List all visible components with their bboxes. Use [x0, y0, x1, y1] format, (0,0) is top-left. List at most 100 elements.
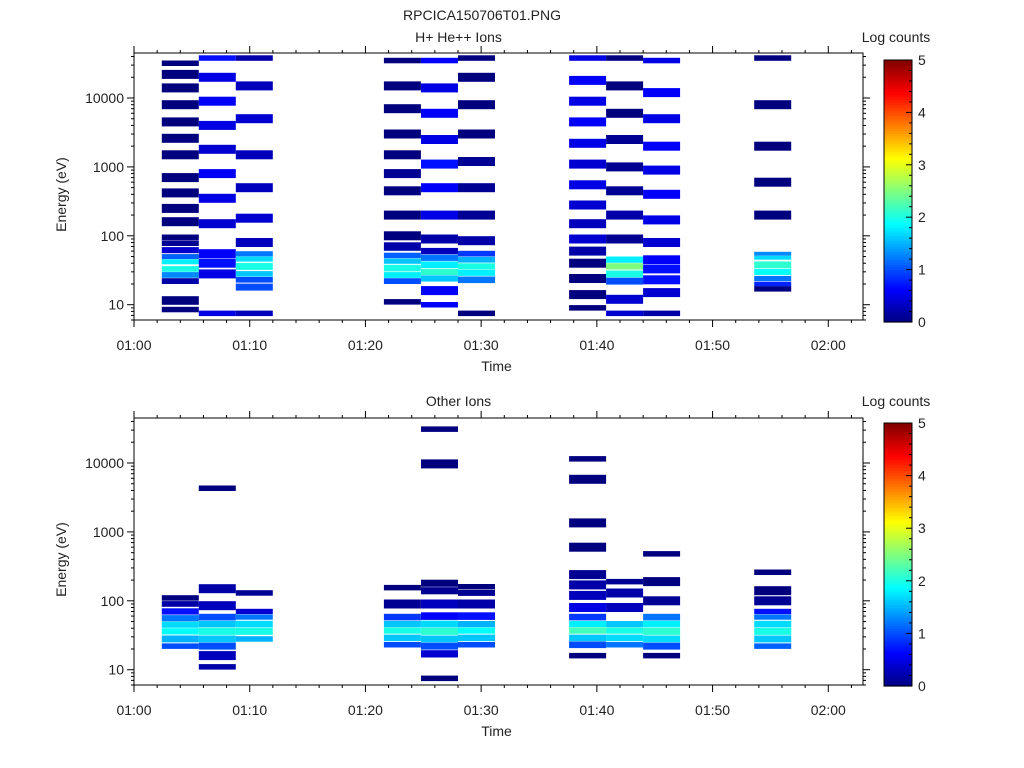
colorbar-segment — [884, 214, 912, 218]
colorbar-segment — [884, 475, 912, 479]
colorbar-segment — [884, 99, 912, 103]
heatmap-cell — [421, 210, 458, 220]
heatmap-cell — [161, 621, 199, 628]
colorbar-segment — [884, 659, 912, 663]
colorbar-segment — [884, 151, 912, 155]
heatmap-cell — [383, 584, 421, 591]
colorbar-segment — [884, 269, 912, 273]
heatmap-cell — [235, 150, 273, 160]
heatmap-cell — [161, 234, 199, 241]
colorbar-segment — [884, 604, 912, 608]
colorbar-segment — [884, 135, 912, 140]
colorbar-segment — [884, 504, 912, 508]
colorbar-segment — [884, 222, 912, 226]
colorbar-segment — [884, 319, 912, 323]
x-tick-label: 01:40 — [579, 337, 614, 353]
heatmap-cell — [421, 286, 458, 296]
colorbar-segment — [884, 467, 912, 471]
colorbar: 0 1 2 3 4 5 Log counts — [862, 29, 931, 330]
colorbar-segment — [884, 494, 912, 498]
heatmap-cell — [643, 635, 681, 643]
colorbar-segment — [884, 515, 912, 519]
colorbar-segment — [884, 211, 912, 216]
heatmap-cell — [421, 275, 458, 282]
heatmap-cell — [161, 133, 199, 143]
heatmap-cell — [421, 302, 458, 308]
colorbar-segment — [884, 599, 912, 603]
colorbar-segment — [884, 601, 912, 606]
heatmap-cell — [643, 596, 681, 606]
heatmap-cell — [161, 69, 199, 79]
heatmap-cell — [569, 290, 607, 300]
heatmap-cell — [754, 100, 792, 110]
colorbar-segment — [884, 201, 912, 205]
colorbar-segment — [884, 167, 912, 171]
heatmap-cell — [161, 272, 199, 278]
heatmap-cell — [606, 108, 644, 118]
heatmap-cell — [198, 664, 236, 670]
heatmap-cell — [606, 162, 644, 172]
colorbar-segment — [884, 73, 912, 77]
colorbar-segment — [884, 549, 912, 553]
y-tick-label: 100 — [101, 593, 125, 609]
colorbar-segment — [884, 454, 912, 458]
colorbar-segment — [884, 198, 912, 203]
colorbar-segment — [884, 316, 912, 320]
colorbar-segment — [884, 451, 912, 456]
colorbar-segment — [884, 517, 912, 521]
heatmap-cell — [569, 641, 607, 649]
x-axis-label: Time — [481, 358, 512, 374]
heatmap-cell — [569, 580, 607, 590]
heatmap-cell — [198, 193, 236, 203]
heatmap-cell — [383, 210, 421, 220]
heatmap-cell — [643, 642, 681, 650]
heatmap-cell — [161, 83, 199, 93]
colorbar-segment — [884, 680, 912, 684]
heatmap-cell — [235, 283, 273, 291]
heatmap-cell — [458, 72, 495, 82]
colorbar-segment — [884, 449, 912, 453]
colorbar-segment — [884, 314, 912, 318]
heatmap-cell — [569, 246, 607, 256]
heatmap-cell — [383, 104, 421, 114]
heatmap-cell — [383, 57, 421, 64]
x-axis: 01:00 01:10 01:20 01:30 01:40 01:50 02:00 Time — [116, 46, 852, 374]
colorbar-segment — [884, 578, 912, 582]
colorbar-segment — [884, 70, 912, 74]
heatmap-cell — [643, 189, 681, 199]
heatmap-cell — [383, 627, 421, 634]
colorbar-segment — [884, 188, 912, 192]
colorbar-segment — [884, 588, 912, 592]
colorbar-segment — [884, 538, 912, 542]
heatmap-cell — [235, 636, 273, 642]
colorbar-segment — [884, 104, 912, 108]
heatmap-cell — [421, 675, 458, 682]
y-tick-label: 100 — [101, 228, 125, 244]
heatmap-cell — [161, 247, 199, 254]
x-tick-label: 01:40 — [579, 702, 614, 718]
colorbar-segment — [884, 285, 912, 289]
heatmap-cell — [198, 72, 236, 82]
heatmap-cell — [161, 615, 199, 622]
y-axis-label: Energy (eV) — [53, 157, 69, 232]
colorbar-segment — [884, 196, 912, 200]
heatmap-cell — [421, 135, 458, 144]
heatmap-cell — [161, 203, 199, 213]
colorbar-segment — [884, 436, 912, 440]
colorbar-segment — [884, 183, 912, 187]
heatmap-cell — [421, 234, 458, 244]
heatmap-cell — [161, 150, 199, 160]
colorbar-segment — [884, 219, 912, 224]
colorbar-segment — [884, 67, 912, 72]
colorbar-tick-label: 5 — [918, 52, 926, 68]
heatmap-cell — [235, 608, 273, 615]
colorbar-segment — [884, 657, 912, 661]
colorbar-label: Log counts — [862, 393, 931, 409]
colorbar-segment — [884, 259, 912, 263]
heatmap-cell — [569, 621, 607, 628]
heatmap-cell — [643, 255, 681, 265]
heatmap-cell — [606, 234, 644, 244]
heatmap-cell — [421, 57, 458, 64]
y-axis: 10 100 1000 10000 Energy (eV) — [53, 56, 870, 321]
heatmap-cell — [606, 588, 644, 598]
